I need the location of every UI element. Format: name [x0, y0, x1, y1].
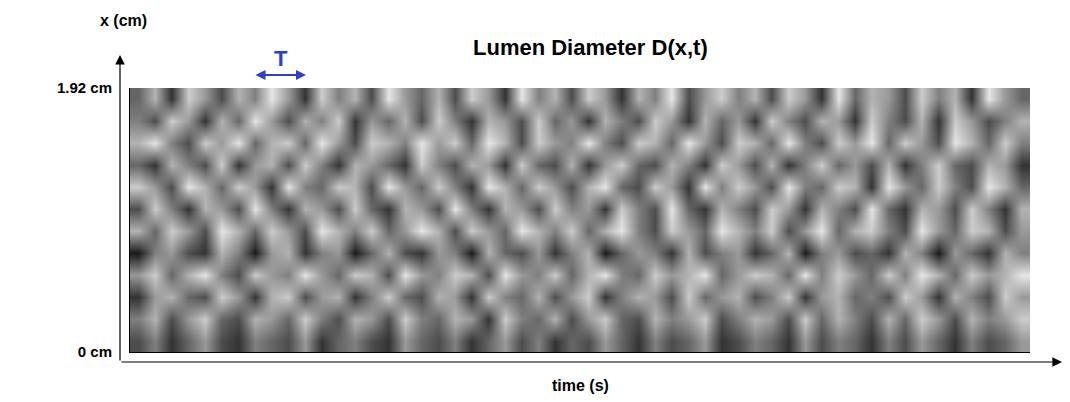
svg-text:Lumen Diameter D(x,t): Lumen Diameter D(x,t) — [473, 35, 708, 60]
svg-text:time (s): time (s) — [552, 377, 609, 394]
svg-text:T: T — [274, 46, 288, 71]
svg-text:x (cm): x (cm) — [100, 12, 147, 29]
svg-text:0 cm: 0 cm — [78, 343, 112, 360]
svg-text:1.92 cm: 1.92 cm — [57, 79, 112, 96]
